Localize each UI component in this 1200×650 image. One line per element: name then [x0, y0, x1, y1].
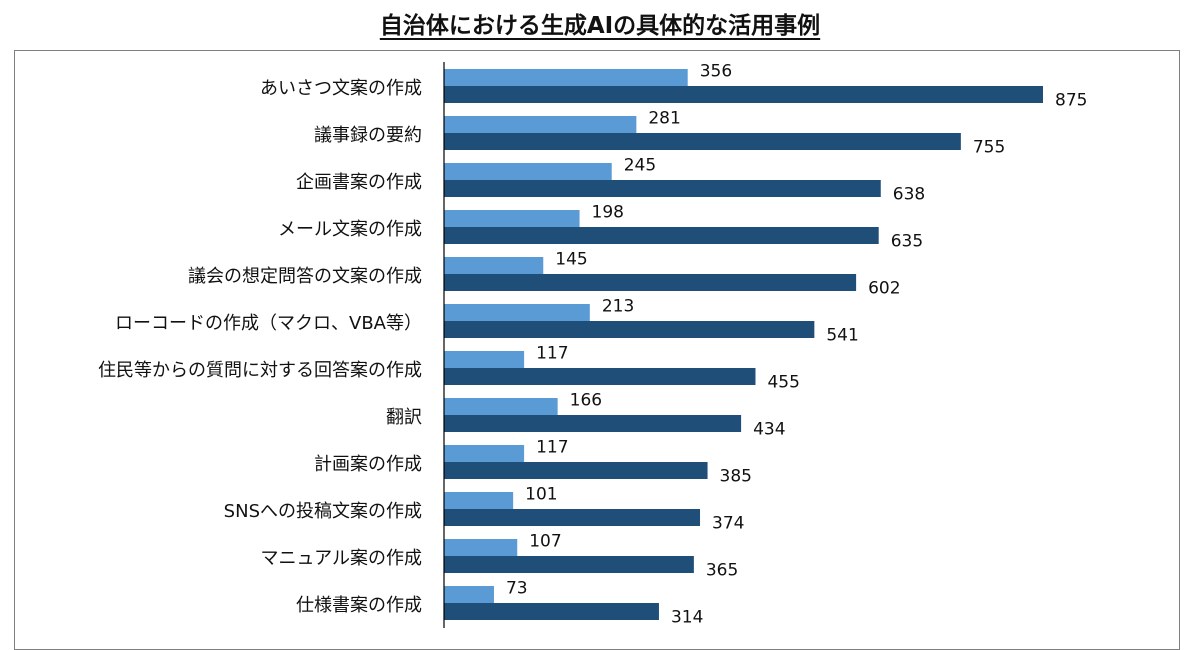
bar-series-dark — [444, 415, 742, 432]
data-label-series-dark: 638 — [893, 185, 925, 205]
bar-series-light — [444, 304, 590, 321]
data-label-series-light: 245 — [624, 156, 656, 176]
data-label-series-dark: 875 — [1055, 91, 1087, 111]
bar-series-dark — [444, 321, 815, 338]
category-label: あいさつ文案の作成 — [260, 78, 422, 99]
category-label: メール文案の作成 — [278, 219, 422, 240]
bar-series-light — [444, 69, 688, 86]
category-label: 企画書案の作成 — [296, 172, 422, 193]
data-label-series-light: 281 — [648, 109, 680, 129]
data-label-series-dark: 755 — [973, 138, 1005, 158]
data-label-series-light: 166 — [570, 391, 602, 411]
data-label-series-dark: 541 — [826, 326, 858, 346]
bar-series-light — [444, 163, 612, 180]
data-label-series-dark: 455 — [767, 373, 799, 393]
bar-series-dark — [444, 368, 756, 385]
bar-chart: あいさつ文案の作成 356 875 議事録の要約 281 755 企画書案の作成 245 638… — [98, 62, 1087, 628]
data-label-series-dark: 434 — [753, 420, 785, 440]
data-label-series-light: 101 — [525, 485, 557, 505]
category-label: 計画案の作成 — [314, 454, 422, 475]
bar-series-light — [444, 492, 514, 509]
category-label: 議会の想定問答の文案の作成 — [188, 266, 422, 287]
chart-title: 自治体における生成AIの具体的な活用事例 — [379, 13, 821, 39]
data-label-series-dark: 385 — [720, 467, 752, 487]
bar-series-light — [444, 351, 525, 368]
bar-series-dark — [444, 133, 961, 150]
data-label-series-light: 356 — [700, 62, 732, 82]
data-label-series-dark: 365 — [706, 561, 738, 581]
bar-series-light — [444, 210, 580, 227]
bar-series-light — [444, 257, 544, 274]
bar-series-dark — [444, 180, 881, 197]
bar-series-light — [444, 116, 637, 133]
data-label-series-light: 73 — [506, 579, 528, 599]
bar-series-dark — [444, 274, 857, 291]
category-label: 仕様書案の作成 — [296, 595, 422, 616]
bar-series-light — [444, 586, 494, 603]
category-label: 住民等からの質問に対する回答案の作成 — [98, 360, 422, 381]
bar-series-light — [444, 539, 518, 556]
category-label: 議事録の要約 — [314, 125, 422, 146]
category-label: SNSへの投稿文案の作成 — [224, 501, 422, 522]
data-label-series-light: 213 — [602, 297, 634, 317]
bar-series-light — [444, 445, 525, 462]
data-label-series-dark: 314 — [671, 608, 703, 628]
data-label-series-light: 107 — [529, 532, 561, 552]
data-label-series-light: 145 — [555, 250, 587, 270]
category-label: 翻訳 — [386, 407, 422, 428]
category-label: マニュアル案の作成 — [261, 548, 422, 569]
category-label: ローコードの作成（マクロ、VBA等） — [115, 313, 422, 334]
bar-series-dark — [444, 509, 701, 526]
data-label-series-dark: 374 — [712, 514, 744, 534]
data-label-series-light: 198 — [592, 203, 624, 223]
bar-series-dark — [444, 86, 1043, 103]
data-label-series-dark: 635 — [891, 232, 923, 252]
data-label-series-light: 117 — [536, 344, 568, 364]
bar-series-dark — [444, 603, 659, 620]
data-label-series-light: 117 — [536, 438, 568, 458]
bar-series-light — [444, 398, 558, 415]
bar-series-dark — [444, 462, 708, 479]
bar-series-dark — [444, 556, 694, 573]
data-label-series-dark: 602 — [868, 279, 900, 299]
bar-series-dark — [444, 227, 879, 244]
